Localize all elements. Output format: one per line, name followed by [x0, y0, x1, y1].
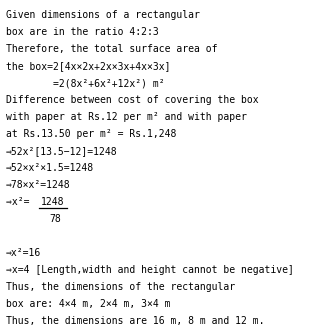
Text: Thus, the dimensions are 16 m, 8 m and 12 m.: Thus, the dimensions are 16 m, 8 m and 1… [6, 316, 265, 326]
Text: ⇒78×x²=1248: ⇒78×x²=1248 [6, 180, 71, 190]
Text: with paper at Rs.12 per m² and with paper: with paper at Rs.12 per m² and with pape… [6, 112, 247, 122]
Text: ⇒x=4 [Length,width and height cannot be negative]: ⇒x=4 [Length,width and height cannot be … [6, 265, 294, 275]
Text: =2(8x²+6x²+12x²) m²: =2(8x²+6x²+12x²) m² [6, 78, 165, 88]
Text: the box=2[4x×2x+2x×3x+4x×3x]: the box=2[4x×2x+2x×3x+4x×3x] [6, 61, 170, 71]
Text: 1248: 1248 [41, 197, 64, 207]
Text: Therefore, the total surface area of: Therefore, the total surface area of [6, 44, 217, 54]
Text: box are in the ratio 4:2:3: box are in the ratio 4:2:3 [6, 27, 159, 37]
Text: 78: 78 [50, 214, 61, 224]
Text: ⇒52×x²×1.5=1248: ⇒52×x²×1.5=1248 [6, 163, 94, 173]
Text: box are: 4×4 m, 2×4 m, 3×4 m: box are: 4×4 m, 2×4 m, 3×4 m [6, 299, 170, 309]
Text: Difference between cost of covering the box: Difference between cost of covering the … [6, 95, 259, 105]
Text: ⇒x²=: ⇒x²= [6, 197, 35, 207]
Text: Given dimensions of a rectangular: Given dimensions of a rectangular [6, 10, 200, 20]
Text: ⇒x²=16: ⇒x²=16 [6, 248, 41, 258]
Text: at Rs.13.50 per m² = Rs.1,248: at Rs.13.50 per m² = Rs.1,248 [6, 129, 176, 139]
Text: Thus, the dimensions of the rectangular: Thus, the dimensions of the rectangular [6, 282, 235, 292]
Text: ⇒52x²[13.5−12]=1248: ⇒52x²[13.5−12]=1248 [6, 146, 117, 156]
